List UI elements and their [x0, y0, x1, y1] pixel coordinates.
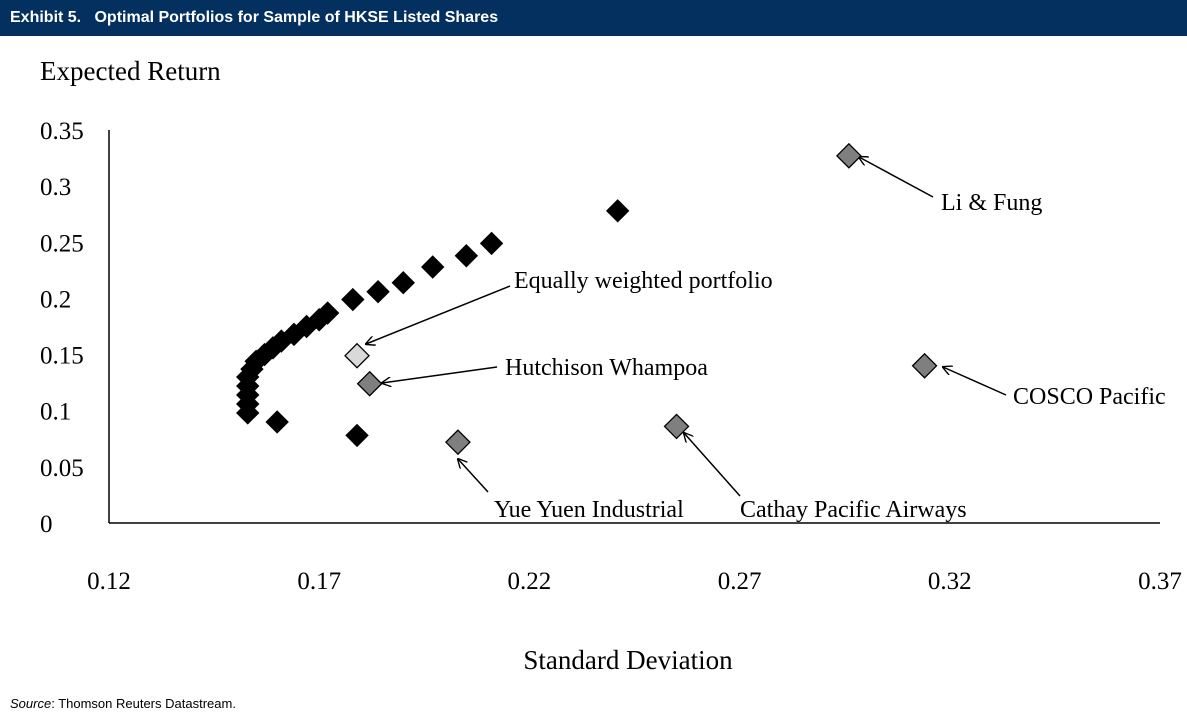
exhibit-title: Exhibit 5. Optimal Portfolios for Sample… — [10, 9, 498, 27]
x-tick-label: 0.12 — [87, 568, 131, 595]
equal-weight-point — [344, 342, 370, 369]
y-tick-label: 0 — [40, 511, 53, 538]
x-tick-label: 0.17 — [297, 568, 341, 595]
label-hutchison: Hutchison Whampoa — [505, 355, 708, 381]
exhibit-title-text: Optimal Portfolios for Sample of HKSE Li… — [94, 9, 499, 26]
source-note: Source: Thomson Reuters Datastream. — [10, 696, 236, 711]
x-tick-label: 0.27 — [718, 568, 762, 595]
scatter-chart: Expected Return Standard Deviation 0 0.05… — [40, 56, 1182, 675]
share-point — [356, 370, 383, 397]
exhibit-number: Exhibit 5. — [10, 9, 82, 26]
arrow-equal-weight — [366, 285, 511, 344]
optimal-portfolio-point — [366, 279, 390, 304]
arrow-hutchison — [382, 366, 498, 383]
optimal-portfolio-point — [265, 410, 289, 434]
y-tick-labels: 0 0.05 0.1 0.15 0.2 0.25 0.3 0.35 — [40, 118, 84, 538]
optimal-portfolio-point — [454, 244, 479, 268]
label-cathay-pacific: Cathay Pacific Airways — [740, 497, 967, 523]
optimal-portfolio-point — [345, 423, 369, 448]
optimal-portfolio-point — [315, 301, 340, 325]
optimal-portfolio-point — [391, 271, 415, 295]
y-tick-label: 0.05 — [40, 455, 84, 482]
label-yue-yuen: Yue Yuen Industrial — [494, 497, 684, 523]
label-equal-weight: Equally weighted portfolio — [514, 268, 773, 294]
source-label: Source — [10, 696, 52, 711]
y-axis-label: Expected Return — [40, 56, 221, 86]
arrow-cathay-pacific — [684, 433, 741, 497]
share-point — [911, 352, 938, 379]
share-point — [835, 142, 862, 169]
x-tick-label: 0.37 — [1138, 568, 1182, 595]
y-tick-label: 0.1 — [40, 399, 71, 426]
annotation-arrows — [366, 157, 1007, 497]
y-tick-label: 0.15 — [40, 343, 84, 370]
exhibit-header: Exhibit 5. Optimal Portfolios for Sample… — [0, 0, 1187, 36]
optimal-portfolio-point — [605, 199, 630, 223]
y-tick-label: 0.25 — [40, 230, 84, 257]
y-tick-label: 0.2 — [40, 286, 71, 313]
optimal-portfolio-point — [421, 255, 445, 279]
arrow-li-fung — [859, 157, 934, 198]
y-tick-label: 0.3 — [40, 174, 71, 201]
arrow-yue-yuen — [458, 459, 489, 493]
share-point — [445, 429, 471, 456]
label-li-fung: Li & Fung — [941, 190, 1042, 216]
x-tick-label: 0.22 — [508, 568, 552, 595]
label-cosco-pacific: COSCO Pacific — [1013, 384, 1166, 410]
arrow-cosco-pacific — [943, 367, 1007, 396]
share-point — [663, 413, 690, 440]
x-tick-label: 0.32 — [928, 568, 972, 595]
point-annotations: Li & Fung COSCO Pacific Cathay Pacific A… — [494, 190, 1166, 523]
optimal-portfolio-point — [341, 287, 365, 312]
y-tick-label: 0.35 — [40, 118, 84, 145]
optimal-portfolio-point — [479, 231, 504, 256]
source-text: : Thomson Reuters Datastream. — [51, 696, 236, 711]
x-axis-label: Standard Deviation — [523, 645, 733, 675]
x-tick-labels: 0.12 0.17 0.22 0.27 0.32 0.37 — [87, 568, 1182, 595]
data-points — [236, 142, 938, 456]
